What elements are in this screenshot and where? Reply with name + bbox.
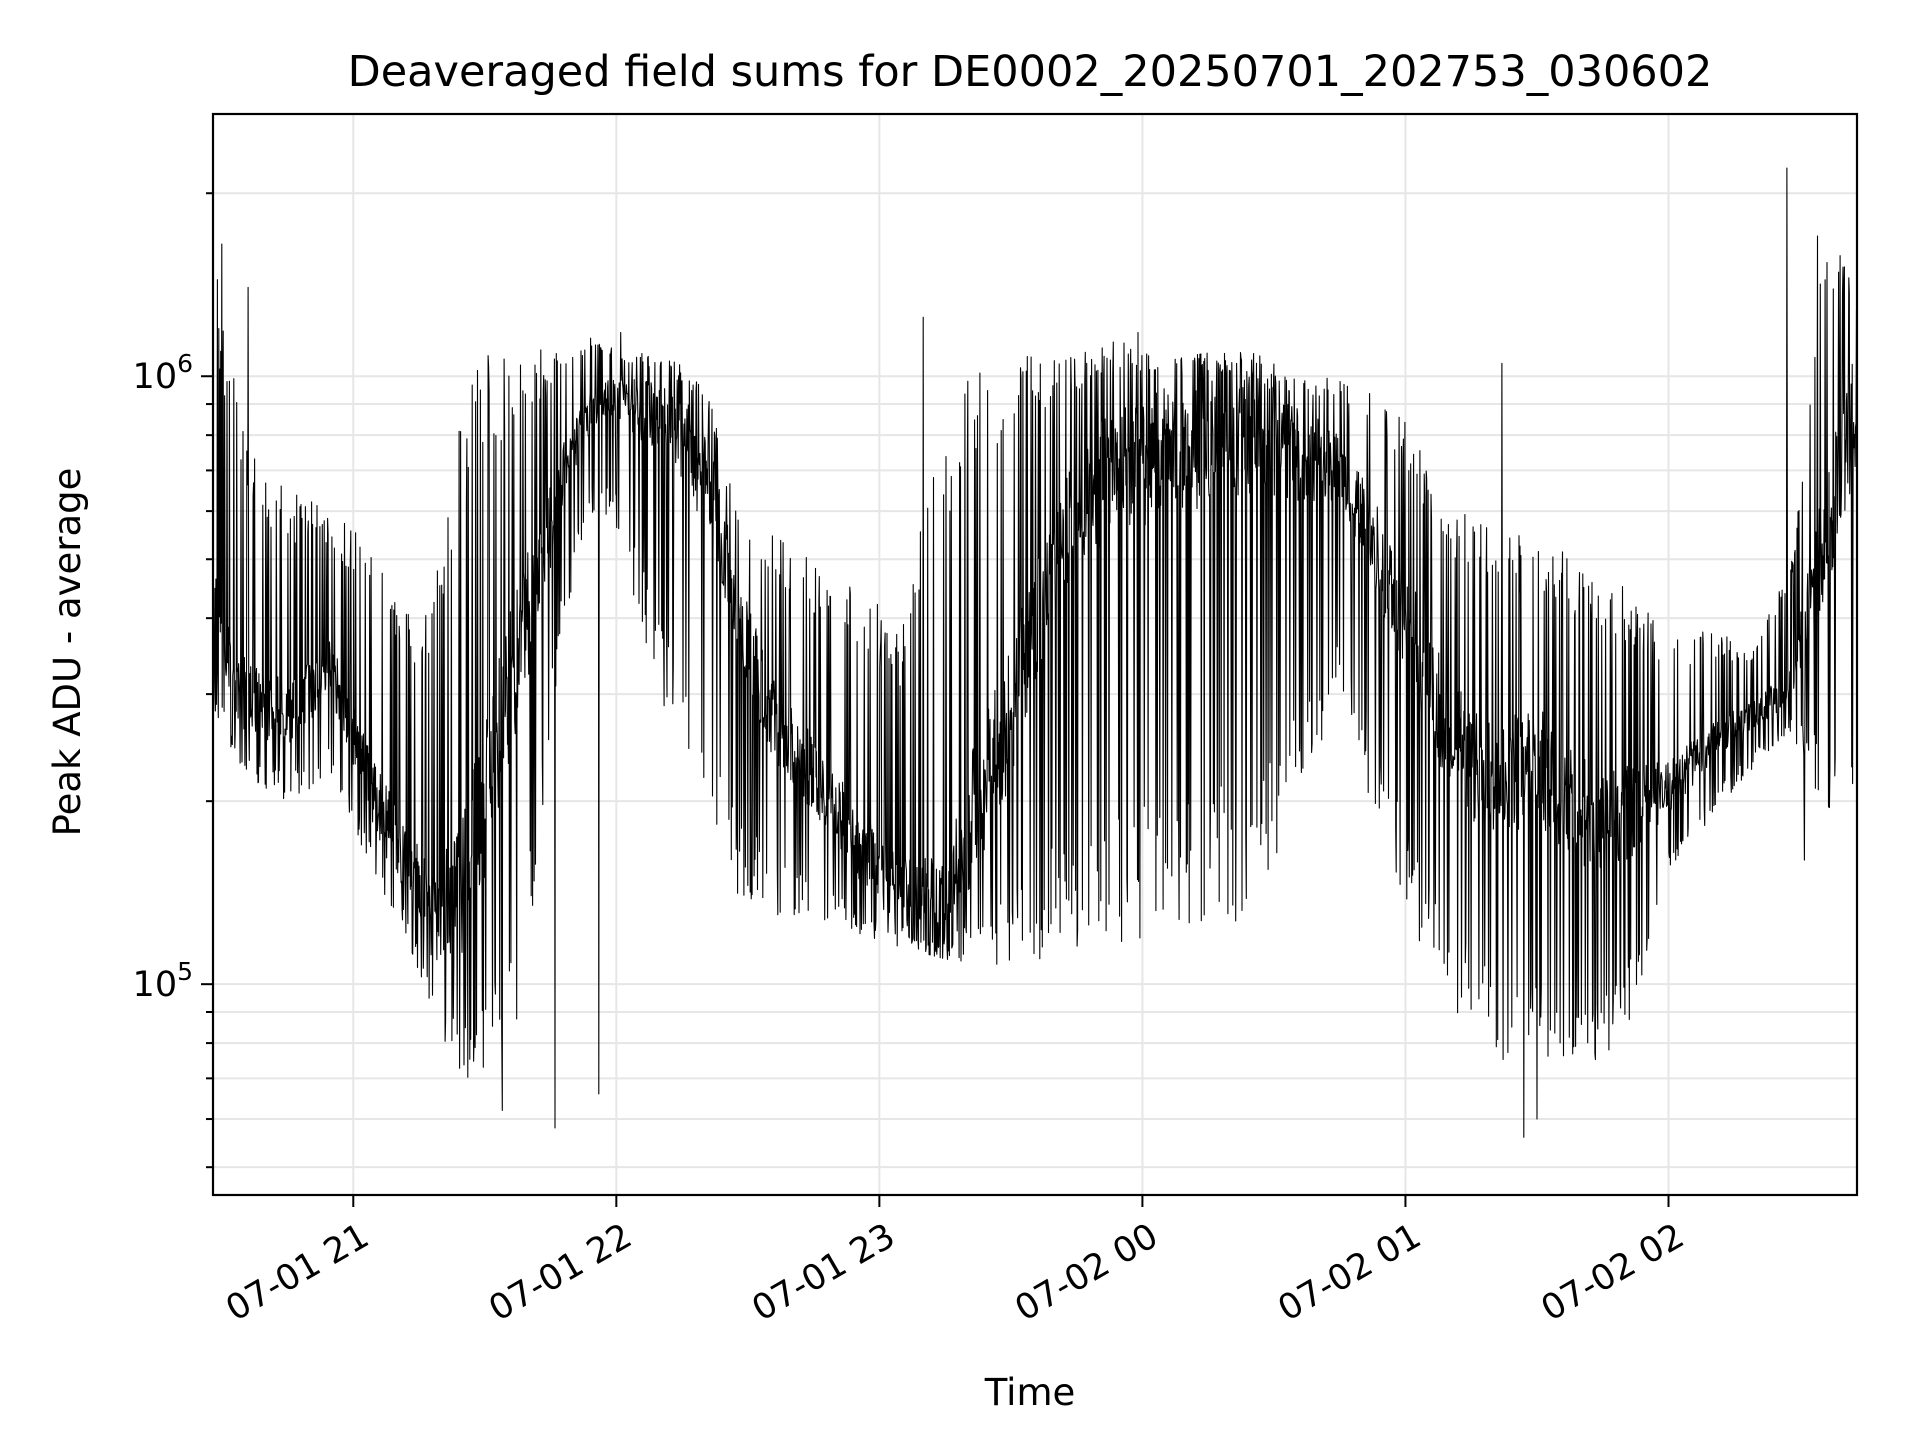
y-tick-label: 105 [133,957,193,1005]
x-axis-label: Time [984,1371,1076,1414]
x-tick-label: 07-01 22 [483,1216,639,1329]
y-axis-label: Peak ADU - average [46,468,89,837]
x-tick-label: 07-02 00 [1009,1216,1165,1329]
x-tick-label: 07-02 02 [1535,1216,1691,1329]
x-tick-label: 07-01 21 [219,1216,375,1329]
plot-frame [211,112,1859,1197]
series-line [212,167,1858,1138]
y-tick-label: 106 [133,349,193,397]
chart-title: Deaveraged field sums for DE0002_2025070… [348,47,1713,97]
x-tick-label: 07-02 01 [1272,1216,1428,1329]
x-tick-label: 07-01 23 [746,1216,902,1329]
series-layer [212,167,1858,1138]
